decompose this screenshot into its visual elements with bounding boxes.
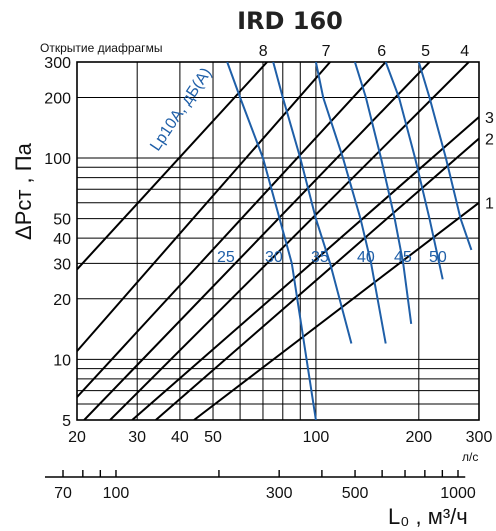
opening-label-8: 8 bbox=[259, 43, 268, 60]
x-tick-label: 30 bbox=[128, 429, 146, 446]
y-tick-label: 5 bbox=[62, 413, 71, 430]
opening-label-6: 6 bbox=[377, 43, 386, 60]
sound-curve-50 bbox=[417, 62, 473, 251]
sound-curve-30 bbox=[272, 62, 353, 344]
x-tick-label: 200 bbox=[405, 429, 432, 446]
sound-curve-40 bbox=[353, 62, 413, 325]
opening-line-7 bbox=[77, 62, 331, 352]
x2-tick-label: 100 bbox=[103, 485, 130, 502]
sound-curve-25 bbox=[226, 62, 317, 420]
opening-line-1 bbox=[193, 201, 479, 420]
sound-curve-45 bbox=[384, 62, 444, 280]
y-tick-label: 40 bbox=[53, 231, 71, 248]
sound-value-40: 40 bbox=[357, 249, 375, 266]
x-tick-label: 40 bbox=[171, 429, 189, 446]
opening-line-2 bbox=[155, 137, 479, 420]
sound-value-35: 35 bbox=[311, 249, 329, 266]
y-tick-label: 10 bbox=[53, 352, 71, 369]
sound-value-30: 30 bbox=[265, 249, 283, 266]
x2-tick-label: 500 bbox=[342, 485, 369, 502]
opening-line-3 bbox=[131, 116, 479, 420]
opening-label-4: 4 bbox=[460, 43, 469, 60]
opening-line-8 bbox=[77, 62, 268, 271]
x-tick-label: 20 bbox=[68, 429, 86, 446]
sound-value-50: 50 bbox=[429, 249, 447, 266]
opening-line-5 bbox=[83, 62, 431, 420]
x2-tick-label: 300 bbox=[266, 485, 293, 502]
opening-label-3: 3 bbox=[485, 110, 494, 127]
x-tick-label: 50 bbox=[204, 429, 222, 446]
x2-tick-label: 70 bbox=[54, 485, 72, 502]
y-tick-label: 30 bbox=[53, 256, 71, 273]
sound-value-25: 25 bbox=[217, 249, 235, 266]
chart-title: IRD 160 bbox=[237, 7, 343, 35]
plot-frame bbox=[76, 61, 480, 421]
opening-label-5: 5 bbox=[421, 43, 430, 60]
sound-label: Lp10A, дБ(A) bbox=[147, 65, 215, 154]
sound-curves bbox=[226, 62, 473, 420]
x2-tick-label: 1000 bbox=[440, 485, 476, 502]
opening-label-2: 2 bbox=[485, 132, 494, 149]
x-unit-label: л/с bbox=[462, 450, 478, 464]
y-tick-label: 300 bbox=[44, 55, 71, 72]
x-tick-label: 100 bbox=[303, 429, 330, 446]
opening-label-7: 7 bbox=[322, 43, 331, 60]
grid bbox=[76, 61, 480, 421]
sound-curve-35 bbox=[314, 62, 387, 344]
y-tick-label: 50 bbox=[53, 212, 71, 229]
y-tick-label: 100 bbox=[44, 151, 71, 168]
y-tick-label: 200 bbox=[44, 90, 71, 107]
y-axis-label: ΔPст , Па bbox=[11, 142, 36, 240]
opening-label-1: 1 bbox=[485, 196, 494, 213]
chart-subtitle: Открытие диафрагмы bbox=[40, 41, 162, 55]
y-tick-label: 20 bbox=[53, 292, 71, 309]
opening-line-6 bbox=[77, 62, 387, 398]
x2-axis-label: L₀ , м³/ч bbox=[388, 504, 468, 529]
x-tick-label: 300 bbox=[466, 429, 493, 446]
opening-lines bbox=[77, 62, 479, 420]
opening-line-4 bbox=[109, 62, 470, 420]
sound-value-45: 45 bbox=[394, 249, 412, 266]
